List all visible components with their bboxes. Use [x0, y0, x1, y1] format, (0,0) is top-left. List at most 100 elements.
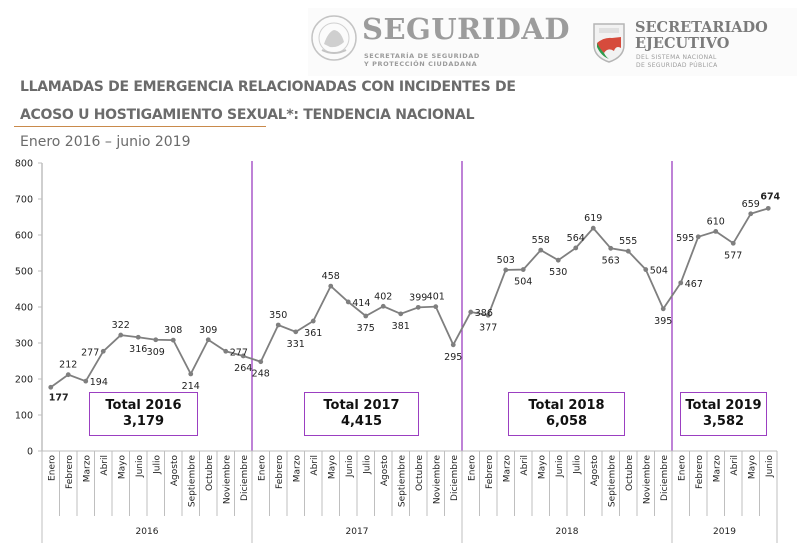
total-value: 6,058 [545, 414, 588, 429]
line-chart: 0 100 200 300 400 500 600 700 800 177 212 194 277 32… [15, 159, 781, 543]
total-box-2016: Total 2016 3,179 [89, 392, 198, 436]
y-tick-label: 200 [15, 375, 33, 386]
total-box-2019: Total 2019 3,582 [680, 392, 767, 436]
total-box-2018: Total 2018 6,058 [508, 392, 625, 436]
data-point [730, 240, 736, 246]
x-month-label: Abril [520, 455, 530, 476]
data-label: 402 [374, 291, 392, 302]
data-label: 375 [357, 323, 375, 334]
data-point [293, 329, 299, 335]
x-month-label: Julio [572, 455, 582, 475]
data-point [135, 334, 141, 340]
total-label: Total 2019 [685, 398, 762, 413]
data-label: 503 [497, 255, 515, 266]
data-point [83, 378, 89, 384]
data-label: 381 [392, 321, 410, 332]
data-label: 414 [352, 298, 370, 309]
x-month-label: Agosto [170, 455, 180, 487]
data-point [573, 245, 579, 251]
data-label: 674 [760, 191, 780, 202]
data-label: 458 [322, 271, 340, 282]
y-tick-label: 800 [15, 159, 33, 170]
total-value: 3,179 [122, 414, 165, 429]
x-month-label: Febrero [275, 455, 285, 489]
data-point [275, 322, 281, 328]
secretariado-shield-logo [593, 23, 625, 63]
title-underline [14, 126, 266, 127]
data-label: 361 [304, 328, 322, 339]
y-tick-label: 100 [15, 411, 33, 422]
x-month-label: Enero [677, 455, 687, 481]
axes: 0 100 200 300 400 500 600 700 800 [15, 159, 43, 458]
data-label: 595 [676, 233, 694, 244]
data-label: 610 [707, 216, 725, 227]
data-point [153, 337, 159, 343]
brand-seguridad-sub-line1: SECRETARÍA DE SEGURIDAD [364, 52, 480, 60]
data-point [65, 372, 71, 378]
data-point [660, 306, 666, 312]
x-month-label: Marzo [82, 455, 92, 483]
data-label: 399 [409, 292, 427, 303]
x-month-label: Julio [362, 455, 372, 475]
x-month-label: Diciembre [240, 455, 250, 501]
x-month-label: Octubre [625, 455, 635, 491]
total-box-2017: Total 2017 4,415 [304, 392, 419, 436]
data-point [118, 332, 124, 338]
data-label: 309 [199, 325, 217, 336]
chart-subtitle: Enero 2016 – junio 2019 [20, 134, 191, 150]
data-label: 277 [81, 347, 99, 358]
data-point [555, 257, 561, 263]
data-point [538, 247, 544, 253]
x-month-label: Septiembre [397, 455, 407, 508]
x-month-label: Mayo [117, 455, 127, 480]
data-point [643, 267, 649, 272]
data-label: 577 [724, 250, 742, 261]
data-point [590, 225, 596, 231]
x-month-label: Noviembre [432, 455, 442, 505]
data-label: 555 [619, 236, 637, 247]
data-point [100, 348, 106, 354]
brand-seguridad-subtitle: SECRETARÍA DE SEGURIDAD Y PROTECCIÓN CIU… [364, 52, 480, 68]
data-label: 248 [252, 369, 270, 380]
data-label: 377 [479, 322, 497, 333]
data-point [433, 304, 439, 310]
data-label: 309 [147, 347, 165, 358]
x-month-label: Noviembre [222, 455, 232, 505]
chart-title-line2: ACOSO U HOSTIGAMIENTO SEXUAL*: TENDENCIA… [20, 107, 475, 123]
x-month-label: Marzo [292, 455, 302, 483]
x-month-label: Agosto [590, 455, 600, 487]
x-month-label: Mayo [327, 455, 337, 480]
data-label: 563 [602, 255, 620, 266]
data-label: 177 [49, 392, 69, 403]
data-point [468, 309, 474, 315]
data-label: 386 [475, 308, 493, 319]
total-value: 4,415 [340, 414, 383, 429]
data-label: 564 [567, 233, 585, 244]
brand-secretariado-line1: SECRETARIADO [635, 19, 768, 36]
data-point [713, 229, 719, 234]
data-label: 504 [650, 266, 668, 277]
series-polyline [50, 207, 769, 389]
data-label: 194 [90, 377, 108, 388]
data-label: 401 [427, 292, 445, 303]
x-month-label: Septiembre [187, 455, 197, 508]
data-label: 331 [287, 339, 305, 350]
total-value: 3,582 [702, 414, 745, 429]
mexican-seal-logo [311, 15, 357, 61]
x-month-label: Abril [100, 455, 110, 476]
data-label: 395 [654, 316, 672, 327]
brand-secretariado-sub-line1: DEL SISTEMA NACIONAL [636, 54, 717, 61]
brand-secretariado: SECRETARIADO EJECUTIVO [635, 20, 768, 52]
data-point [363, 313, 369, 319]
brand-secretariado-subtitle: DEL SISTEMA NACIONAL DE SEGURIDAD PÚBLIC… [636, 54, 718, 70]
brand-seguridad-sub-line2: Y PROTECCIÓN CIUDADANA [364, 60, 478, 68]
x-month-label: Diciembre [450, 455, 460, 501]
x-month-label: Enero [257, 455, 267, 481]
data-point [380, 303, 386, 309]
x-month-label: Junio [555, 455, 565, 479]
x-month-label: Enero [467, 455, 477, 481]
y-tick-label: 500 [15, 267, 33, 278]
x-month-label: Mayo [747, 455, 757, 480]
x-month-label: Marzo [502, 455, 512, 483]
data-label: 530 [549, 267, 567, 278]
